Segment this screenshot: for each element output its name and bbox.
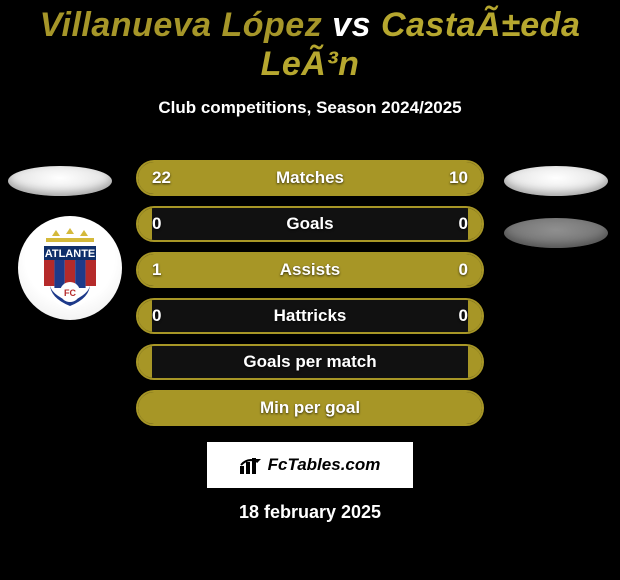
watermark-text: FcTables.com: [268, 455, 381, 475]
stat-value-left: 1: [152, 254, 161, 286]
stat-row-assists: Assists1 0: [136, 252, 484, 288]
player2-club-placeholder: [504, 218, 608, 248]
stat-row-goals-per-match: Goals per match: [136, 344, 484, 380]
stat-rows: Matches2210Goals00Assists10Hattricks00Go…: [136, 160, 484, 426]
stat-value-right: 0: [459, 208, 468, 240]
stat-label: Goals: [138, 208, 482, 240]
stat-row-hattricks: Hattricks0 0: [136, 298, 484, 334]
watermark-banner: FcTables.com: [207, 442, 413, 488]
stat-label: Goals per match: [138, 346, 482, 378]
stat-label: Assists: [138, 254, 482, 286]
fctables-logo-icon: [240, 456, 262, 474]
stat-label: Min per goal: [138, 392, 482, 424]
stat-value-right: 0: [459, 254, 468, 286]
comparison-stage: ATLANTE FC Matches2210Goals00Assists10Ha…: [0, 146, 620, 576]
stat-row-goals: Goals0 0: [136, 206, 484, 242]
stat-label: Hattricks: [138, 300, 482, 332]
player1-club-badge: ATLANTE FC: [18, 216, 122, 320]
atlante-badge-icon: ATLANTE FC: [32, 224, 108, 312]
player1-name: Villanueva López: [40, 6, 323, 44]
svg-text:FC: FC: [64, 288, 76, 298]
stat-label: Matches: [138, 162, 482, 194]
stat-value-left: 0: [152, 208, 161, 240]
snapshot-date: 18 february 2025: [0, 502, 620, 523]
subtitle: Club competitions, Season 2024/2025: [0, 98, 620, 118]
player2-avatar-placeholder: [504, 166, 608, 196]
stat-value-right: 0: [459, 300, 468, 332]
stat-row-matches: Matches22 10: [136, 160, 484, 196]
svg-text:ATLANTE: ATLANTE: [45, 248, 96, 260]
stat-value-left: 0: [152, 300, 161, 332]
stat-value-right: 10: [449, 162, 468, 194]
stat-value-left: 22: [152, 162, 171, 194]
page-title: Villanueva López vs CastaÃ±eda LeÃ³n: [0, 0, 620, 84]
player1-avatar-placeholder: [8, 166, 112, 196]
stat-row-min-per-goal: Min per goal: [136, 390, 484, 426]
title-vs: vs: [332, 6, 371, 44]
